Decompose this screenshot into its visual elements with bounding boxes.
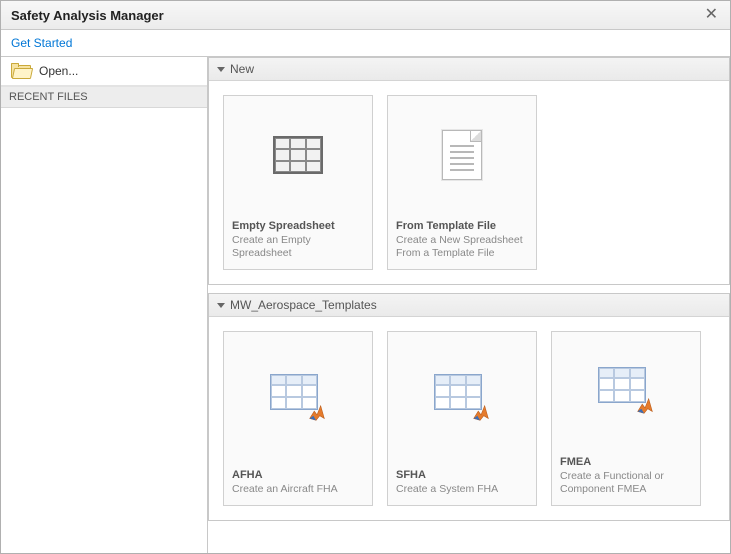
card-desc: Create a Functional or Component FMEA bbox=[560, 470, 692, 497]
card-fmea[interactable]: FMEA Create a Functional or Component FM… bbox=[551, 331, 701, 506]
section-new-header[interactable]: New bbox=[209, 58, 729, 81]
get-started-link[interactable]: Get Started bbox=[11, 36, 72, 50]
card-from-template[interactable]: From Template File Create a New Spreadsh… bbox=[387, 95, 537, 270]
recent-files-header: RECENT FILES bbox=[1, 86, 207, 108]
section-new-label: New bbox=[230, 62, 254, 76]
matlab-badge-icon bbox=[470, 402, 492, 424]
document-icon bbox=[442, 130, 482, 180]
safety-analysis-manager-window: Safety Analysis Manager ✕ Get Started Op… bbox=[0, 0, 731, 554]
titlebar: Safety Analysis Manager ✕ bbox=[1, 1, 730, 30]
linkbar: Get Started bbox=[1, 30, 730, 57]
card-empty-spreadsheet[interactable]: Empty Spreadsheet Create an Empty Spread… bbox=[223, 95, 373, 270]
window-title: Safety Analysis Manager bbox=[11, 8, 164, 23]
open-button[interactable]: Open... bbox=[1, 57, 207, 86]
card-afha[interactable]: AFHA Create an Aircraft FHA bbox=[223, 331, 373, 506]
folder-open-icon bbox=[11, 63, 31, 79]
card-desc: Create an Aircraft FHA bbox=[232, 483, 364, 497]
chevron-down-icon bbox=[217, 67, 225, 72]
card-desc: Create a New Spreadsheet From a Template… bbox=[396, 234, 528, 261]
card-title: Empty Spreadsheet bbox=[232, 220, 364, 232]
close-icon[interactable]: ✕ bbox=[703, 7, 720, 23]
card-title: From Template File bbox=[396, 220, 528, 232]
section-aerospace-header[interactable]: MW_Aerospace_Templates bbox=[209, 294, 729, 317]
spreadsheet-grid-icon bbox=[273, 136, 323, 174]
card-thumb bbox=[388, 96, 536, 214]
section-aerospace-cards: AFHA Create an Aircraft FHA bbox=[209, 317, 729, 520]
card-title: FMEA bbox=[560, 456, 692, 468]
card-desc: Create a System FHA bbox=[396, 483, 528, 497]
main-panel: New Empty Spreadsheet bbox=[208, 57, 730, 553]
section-new-cards: Empty Spreadsheet Create an Empty Spread… bbox=[209, 81, 729, 284]
section-new: New Empty Spreadsheet bbox=[208, 57, 730, 285]
section-aerospace: MW_Aerospace_Templates bbox=[208, 293, 730, 521]
body: Open... RECENT FILES New bbox=[1, 57, 730, 553]
recent-files-list bbox=[1, 108, 207, 553]
section-aerospace-label: MW_Aerospace_Templates bbox=[230, 298, 377, 312]
card-thumb bbox=[224, 96, 372, 214]
card-title: AFHA bbox=[232, 469, 364, 481]
card-desc: Create an Empty Spreadsheet bbox=[232, 234, 364, 261]
card-thumb bbox=[388, 332, 536, 463]
card-thumb bbox=[552, 332, 700, 450]
card-sfha[interactable]: SFHA Create a System FHA bbox=[387, 331, 537, 506]
card-title: SFHA bbox=[396, 469, 528, 481]
card-thumb bbox=[224, 332, 372, 463]
matlab-badge-icon bbox=[634, 395, 656, 417]
chevron-down-icon bbox=[217, 303, 225, 308]
open-label: Open... bbox=[39, 64, 78, 78]
matlab-badge-icon bbox=[306, 402, 328, 424]
sidebar: Open... RECENT FILES bbox=[1, 57, 208, 553]
